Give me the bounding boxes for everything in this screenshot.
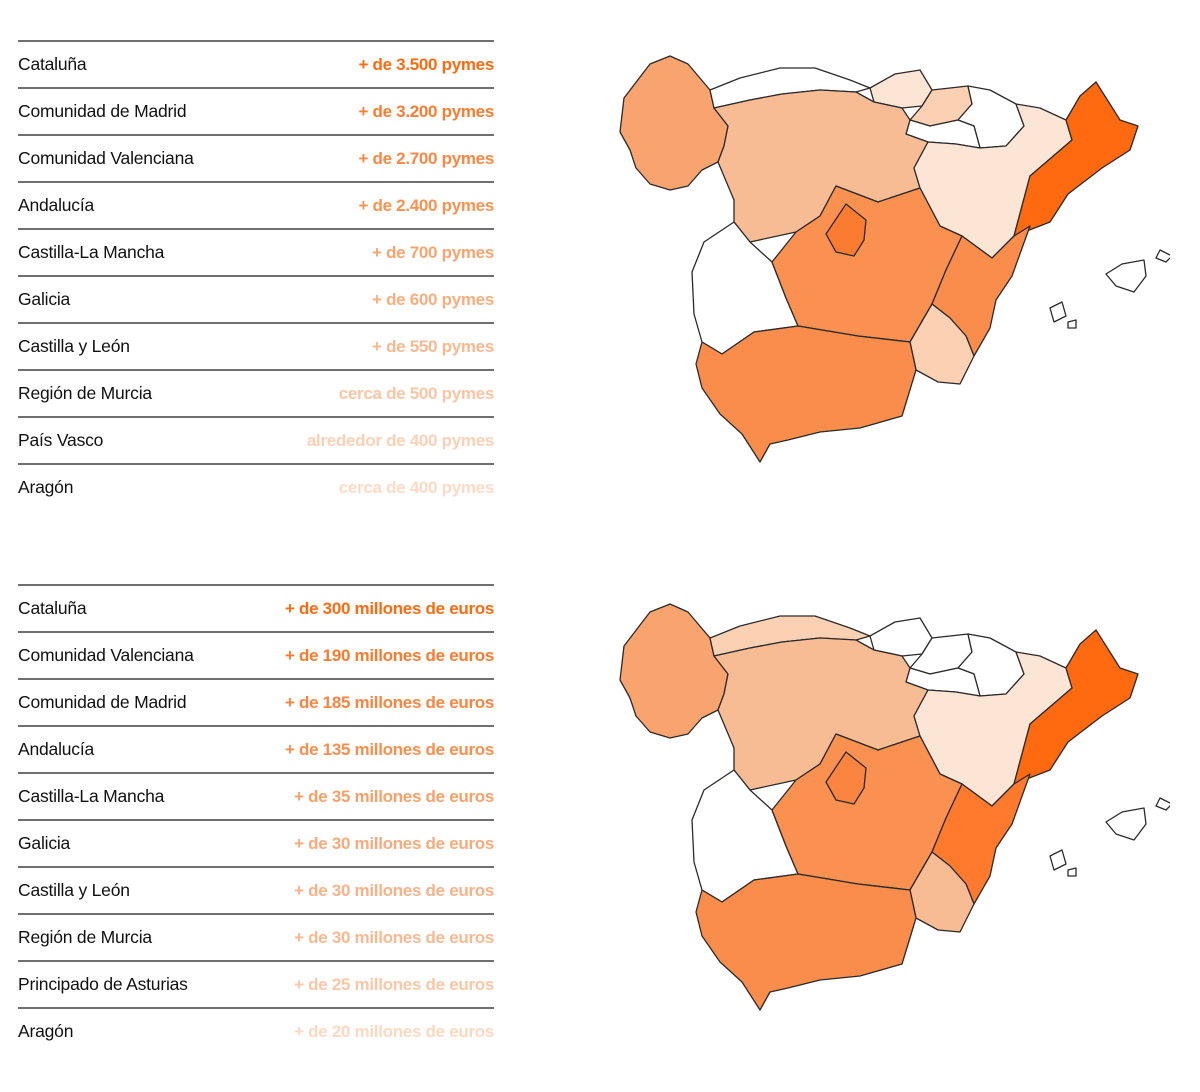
table-row: Comunidad de Madrid + de 3.200 pymes bbox=[18, 87, 494, 134]
region-name: Castilla-La Mancha bbox=[18, 242, 165, 262]
region-name: Aragón bbox=[18, 1021, 74, 1041]
region-murcia bbox=[909, 851, 975, 933]
table-row: Cataluña + de 3.500 pymes bbox=[18, 40, 494, 87]
region-value: alrededor de 400 pymes bbox=[306, 430, 494, 450]
region-name: Comunidad de Madrid bbox=[18, 101, 187, 121]
spain-map-euros bbox=[610, 584, 1170, 1054]
region-galicia bbox=[619, 55, 729, 191]
region-value: cerca de 500 pymes bbox=[338, 383, 495, 403]
table-row: Galicia + de 30 millones de euros bbox=[18, 819, 494, 866]
region-value: + de 185 millones de euros bbox=[284, 692, 494, 712]
region-cataluna bbox=[1013, 81, 1139, 237]
region-value: + de 35 millones de euros bbox=[294, 786, 494, 806]
table-row: Principado de Asturias + de 25 millones … bbox=[18, 960, 494, 1007]
spain-map-svg bbox=[619, 55, 1170, 463]
region-value: + de 2.400 pymes bbox=[358, 195, 494, 215]
region-value: + de 20 millones de euros bbox=[294, 1021, 494, 1041]
region-baleares bbox=[1049, 797, 1170, 877]
region-andalucia bbox=[695, 325, 917, 463]
region-value: + de 135 millones de euros bbox=[284, 739, 494, 759]
table-row: Comunidad de Madrid + de 185 millones de… bbox=[18, 678, 494, 725]
region-name: Aragón bbox=[18, 477, 74, 497]
region-murcia bbox=[909, 303, 975, 385]
region-name: Comunidad Valenciana bbox=[18, 148, 194, 168]
region-baleares bbox=[1049, 249, 1170, 329]
spain-map-pymes bbox=[610, 36, 1170, 506]
region-value: + de 300 millones de euros bbox=[284, 598, 494, 618]
table-row: Región de Murcia cerca de 500 pymes bbox=[18, 369, 494, 416]
region-cantabria bbox=[869, 617, 933, 657]
region-value: + de 30 millones de euros bbox=[294, 833, 494, 853]
region-andalucia bbox=[695, 873, 917, 1011]
table-row: Aragón cerca de 400 pymes bbox=[18, 463, 494, 510]
region-value: + de 25 millones de euros bbox=[294, 974, 494, 994]
spain-map-svg bbox=[619, 603, 1170, 1011]
table-row: Región de Murcia + de 30 millones de eur… bbox=[18, 913, 494, 960]
region-name: Comunidad de Madrid bbox=[18, 692, 187, 712]
region-value: + de 2.700 pymes bbox=[358, 148, 494, 168]
region-galicia bbox=[619, 603, 729, 739]
table-row: Castilla y León + de 550 pymes bbox=[18, 322, 494, 369]
region-value: + de 3.500 pymes bbox=[358, 54, 494, 74]
region-name: Galicia bbox=[18, 289, 71, 309]
region-name: Cataluña bbox=[18, 598, 87, 618]
region-name: Principado de Asturias bbox=[18, 974, 188, 994]
table-row: Galicia + de 600 pymes bbox=[18, 275, 494, 322]
table-row: Castilla-La Mancha + de 35 millones de e… bbox=[18, 772, 494, 819]
region-name: Castilla-La Mancha bbox=[18, 786, 165, 806]
region-madrid bbox=[825, 751, 867, 805]
region-madrid bbox=[825, 203, 867, 257]
region-value: + de 600 pymes bbox=[372, 289, 494, 309]
region-value: + de 30 millones de euros bbox=[294, 927, 494, 947]
region-name: Comunidad Valenciana bbox=[18, 645, 194, 665]
table-row: Comunidad Valenciana + de 190 millones d… bbox=[18, 631, 494, 678]
table-row: Comunidad Valenciana + de 2.700 pymes bbox=[18, 134, 494, 181]
region-name: Andalucía bbox=[18, 739, 95, 759]
region-value: + de 3.200 pymes bbox=[358, 101, 494, 121]
region-name: Cataluña bbox=[18, 54, 87, 74]
table-row: Aragón + de 20 millones de euros bbox=[18, 1007, 494, 1054]
region-name: Galicia bbox=[18, 833, 71, 853]
table-row: País Vasco alrededor de 400 pymes bbox=[18, 416, 494, 463]
table-row: Andalucía + de 135 millones de euros bbox=[18, 725, 494, 772]
region-name: Castilla y León bbox=[18, 336, 130, 356]
region-name: Castilla y León bbox=[18, 880, 130, 900]
region-name: Región de Murcia bbox=[18, 927, 152, 947]
region-value: + de 30 millones de euros bbox=[294, 880, 494, 900]
region-value: + de 700 pymes bbox=[372, 242, 494, 262]
region-cantabria bbox=[869, 69, 933, 109]
region-name: País Vasco bbox=[18, 430, 104, 450]
region-value: + de 550 pymes bbox=[372, 336, 494, 356]
pymes-table: Cataluña + de 3.500 pymes Comunidad de M… bbox=[18, 40, 494, 510]
region-name: Región de Murcia bbox=[18, 383, 152, 403]
region-cataluna bbox=[1013, 629, 1139, 785]
region-name: Andalucía bbox=[18, 195, 95, 215]
region-value: + de 190 millones de euros bbox=[284, 645, 494, 665]
region-value: cerca de 400 pymes bbox=[338, 477, 495, 497]
euros-table: Cataluña + de 300 millones de euros Comu… bbox=[18, 584, 494, 1054]
table-row: Andalucía + de 2.400 pymes bbox=[18, 181, 494, 228]
table-row: Cataluña + de 300 millones de euros bbox=[18, 584, 494, 631]
table-row: Castilla y León + de 30 millones de euro… bbox=[18, 866, 494, 913]
table-row: Castilla-La Mancha + de 700 pymes bbox=[18, 228, 494, 275]
